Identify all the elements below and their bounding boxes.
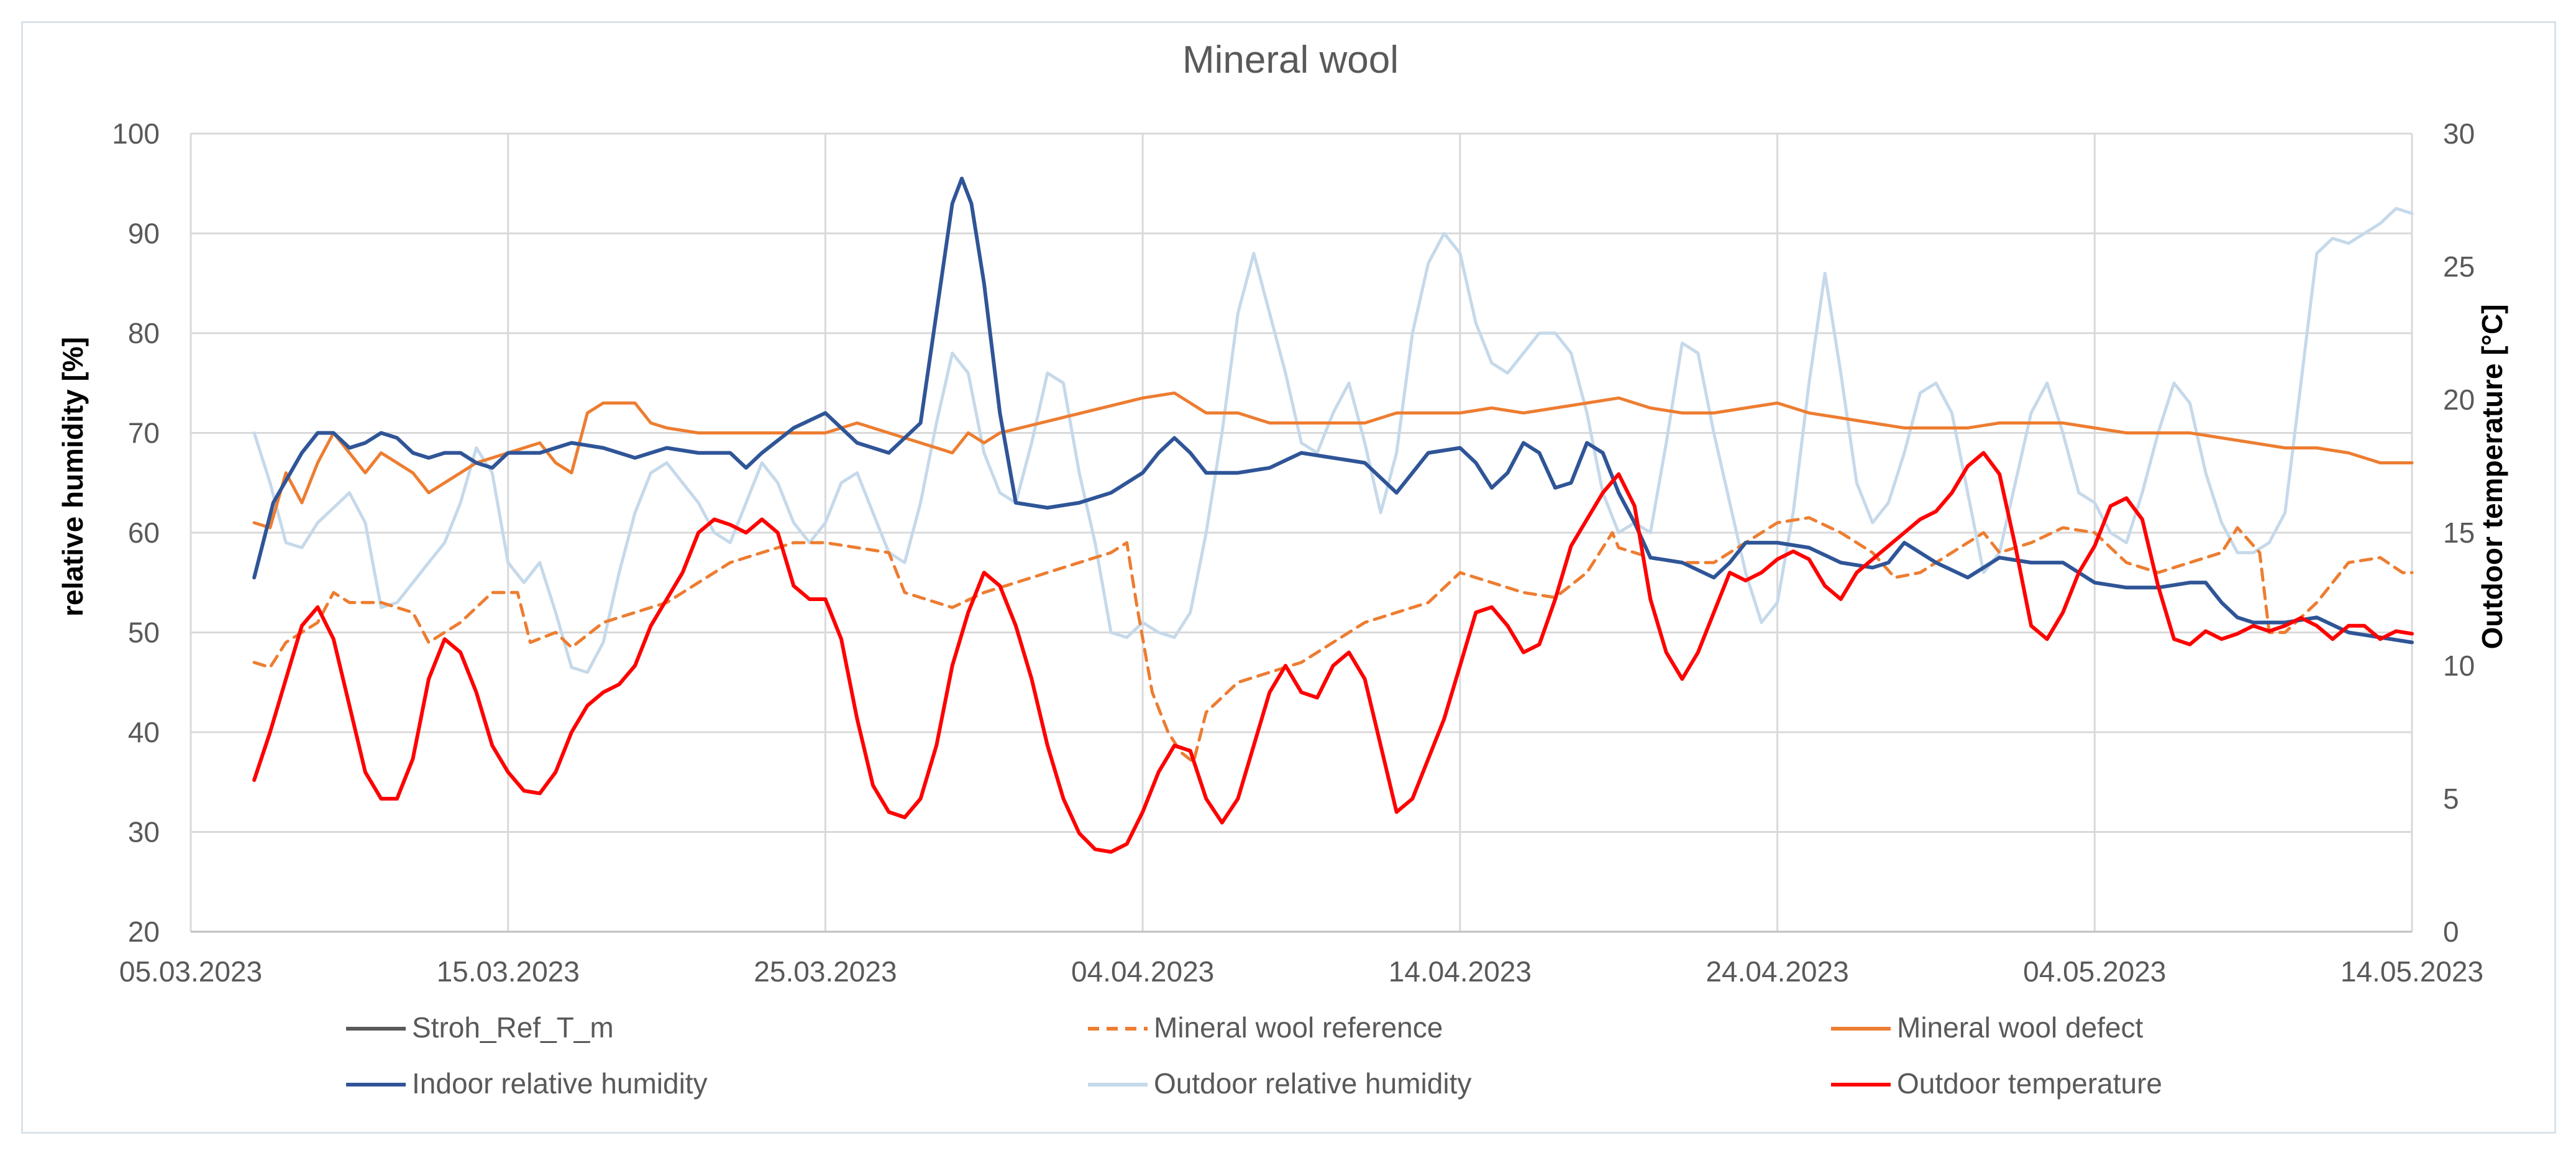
x-axis-ticks: 05.03.2023 15.03.2023 25.03.2023 04.04.2023… <box>119 955 2483 988</box>
series-line-outdoor-temperature <box>252 451 2414 854</box>
legend-label: Indoor relative humidity <box>412 1067 708 1100</box>
legend: Stroh_Ref_T_m Mineral wool reference Miner… <box>346 1011 2162 1100</box>
series-line-mineral-wool-defect <box>252 391 2414 530</box>
chart-svg: Mineral wool relative humidity [%] Outdo… <box>57 39 2508 1100</box>
legend-label: Outdoor temperature <box>1897 1067 2162 1100</box>
series-line-outdoor-relative-humidity <box>252 206 2414 674</box>
y-tick-label: 40 <box>128 716 160 748</box>
y-axis-label: relative humidity [%] <box>57 337 89 617</box>
x-tick-label: 14.05.2023 <box>2341 955 2483 988</box>
y-tick-label: 60 <box>128 517 160 549</box>
y-tick-label: 50 <box>128 617 160 649</box>
x-tick-label: 14.04.2023 <box>1389 955 1532 988</box>
y2-tick-label: 0 <box>2443 916 2459 948</box>
x-tick-label: 25.03.2023 <box>754 955 897 988</box>
y2-tick-label: 15 <box>2443 517 2475 549</box>
legend-label: Outdoor relative humidity <box>1154 1067 1471 1100</box>
y-tick-label: 20 <box>128 916 160 948</box>
x-tick-label: 24.04.2023 <box>1706 955 1848 988</box>
grid-lines <box>190 132 2413 933</box>
x-tick-label: 05.03.2023 <box>119 955 262 988</box>
series-line-indoor-relative-humidity <box>252 177 2414 645</box>
y2-axis-label: Outdoor temperature [°C] <box>2476 304 2508 649</box>
y-tick-label: 30 <box>128 816 160 848</box>
y2-tick-label: 5 <box>2443 783 2459 815</box>
legend-label: Mineral wool reference <box>1154 1011 1443 1044</box>
y2-axis-ticks: 0 5 10 15 20 25 30 <box>2443 117 2475 948</box>
y2-tick-label: 30 <box>2443 117 2475 150</box>
plot-area <box>252 177 2414 854</box>
y-axis-ticks: 20 30 40 50 60 70 80 90 100 <box>112 117 160 948</box>
y-tick-label: 80 <box>128 317 160 349</box>
chart-title: Mineral wool <box>1182 39 1399 81</box>
y2-tick-label: 10 <box>2443 650 2475 682</box>
x-tick-label: 15.03.2023 <box>437 955 580 988</box>
x-tick-label: 04.04.2023 <box>1071 955 1214 988</box>
y2-tick-label: 20 <box>2443 384 2475 416</box>
y-tick-label: 70 <box>128 417 160 449</box>
chart-frame: Mineral wool relative humidity [%] Outdo… <box>21 21 2556 1134</box>
x-tick-label: 04.05.2023 <box>2023 955 2166 988</box>
y-tick-label: 100 <box>112 117 160 150</box>
y2-tick-label: 25 <box>2443 250 2475 283</box>
legend-label: Stroh_Ref_T_m <box>412 1011 614 1044</box>
y-tick-label: 90 <box>128 218 160 250</box>
legend-label: Mineral wool defect <box>1897 1011 2144 1044</box>
